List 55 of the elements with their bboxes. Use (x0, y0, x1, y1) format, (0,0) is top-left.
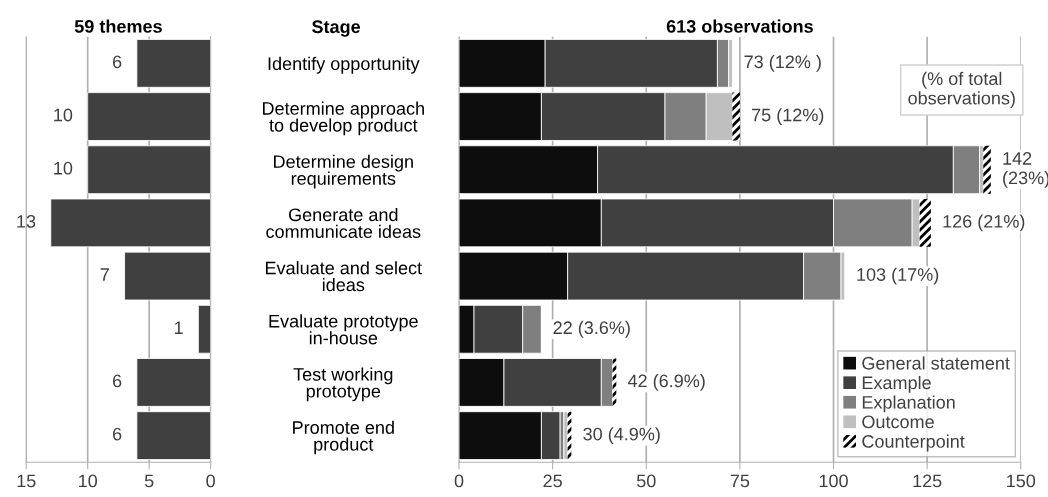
legend-label: General statement (862, 356, 1010, 370)
bar (136, 39, 211, 88)
x-tick-label: 5 (144, 474, 154, 488)
x-tick-label: 0 (206, 474, 215, 488)
x-tick-label: 15 (17, 474, 36, 488)
total-label: 75 (12%) (752, 108, 824, 125)
chart-title: 613 observations (666, 19, 813, 33)
bar (983, 145, 991, 194)
legend-label: Explanation (862, 395, 955, 413)
data-label: 10 (54, 161, 73, 175)
x-tick-label: 125 (913, 474, 942, 488)
legend-label: Counterpoint (862, 434, 965, 452)
y-tick-label: Determine design requirements (274, 154, 413, 189)
total-label: 103 (17%) (857, 267, 939, 285)
bar (136, 411, 211, 460)
annotation: (% of total observations) (908, 71, 1015, 109)
data-label: 6 (112, 374, 122, 388)
y-tick-label: Evaluate prototype in-house (269, 314, 418, 345)
bar (919, 198, 931, 247)
y-tick-label: Evaluate and select ideas (265, 261, 422, 292)
y-tick-label: Identify opportunity (268, 56, 420, 74)
bar (87, 145, 211, 195)
y-tick-label: Determine approach to develop product (262, 101, 424, 136)
chart-title: 59 themes (74, 19, 162, 33)
bar (136, 358, 211, 407)
data-label: 1 (174, 321, 183, 334)
total-label: 42 (6.9%) (627, 374, 705, 391)
bar (50, 198, 211, 248)
x-tick-label: 10 (79, 474, 98, 488)
y-tick-label: Test working prototype (293, 367, 393, 402)
x-tick-label: 100 (819, 474, 848, 488)
data-label: 6 (112, 427, 122, 441)
total-label: 73 (12% ) (744, 54, 821, 72)
data-label: 13 (17, 214, 36, 228)
y-tick-label: Generate and communicate ideas (266, 207, 421, 239)
y-tick-label: Promote end product (293, 420, 394, 455)
x-tick-label: 75 (730, 474, 750, 488)
x-tick-label: 0 (454, 474, 464, 488)
total-label: 22 (3.6%) (553, 320, 630, 338)
x-tick-label: 150 (1007, 474, 1036, 488)
bar (732, 92, 740, 141)
data-label: 6 (112, 55, 122, 69)
text: Stage (312, 20, 361, 37)
data-label: 10 (54, 108, 73, 122)
bar (563, 411, 569, 460)
data-label: 7 (100, 268, 109, 281)
total-label: 30 (4.9%) (583, 427, 660, 445)
total-label: 126 (21%) (943, 214, 1025, 232)
x-tick-label: 50 (636, 474, 656, 488)
legend-label: Example (862, 375, 931, 393)
bar (124, 251, 211, 301)
legend-label: Outcome (862, 415, 934, 429)
bar (197, 304, 211, 354)
bar (87, 92, 211, 141)
x-tick-label: 25 (543, 474, 562, 488)
